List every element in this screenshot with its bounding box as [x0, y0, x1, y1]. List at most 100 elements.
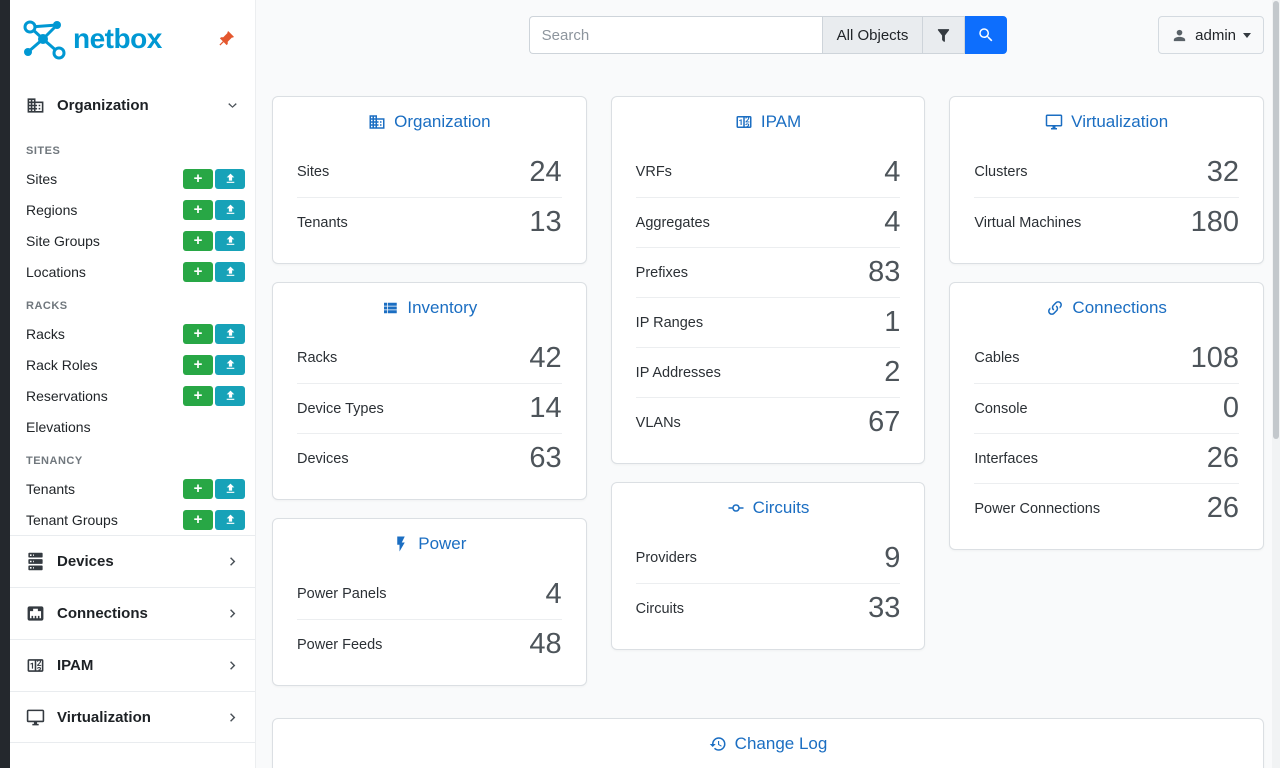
building-icon — [26, 96, 45, 115]
clusters-stat-link[interactable]: Clusters — [974, 164, 1028, 180]
add-button[interactable]: + — [183, 168, 213, 189]
import-button[interactable] — [215, 323, 245, 344]
building-icon — [369, 115, 385, 129]
import-button[interactable] — [215, 354, 245, 375]
stat-row: Tenants 13 — [297, 197, 562, 247]
card-connections-title[interactable]: Connections — [974, 283, 1239, 333]
power-connections-stat-link[interactable]: Power Connections — [974, 500, 1101, 517]
regions-link[interactable]: Regions — [26, 201, 78, 218]
sidebar-item-rack-roles: Rack Roles + — [10, 349, 255, 380]
cables-stat-link[interactable]: Cables — [974, 350, 1020, 366]
scrollbar-thumb[interactable] — [1273, 1, 1279, 439]
providers-stat-link[interactable]: Providers — [635, 550, 697, 566]
sidebar-section-ipam[interactable]: IPAM — [10, 639, 255, 691]
racks-stat-link[interactable]: Racks — [297, 350, 338, 366]
brand: netbox — [10, 0, 255, 78]
card-changelog-title[interactable]: Change Log — [297, 719, 1239, 768]
netbox-logo-icon — [23, 20, 66, 60]
sidebar-section-connections[interactable]: Connections — [10, 587, 255, 639]
sidebar-item-sites: Sites + — [10, 163, 255, 194]
virtual-machines-stat-link[interactable]: Virtual Machines — [974, 214, 1082, 231]
import-button[interactable] — [215, 199, 245, 220]
netbox-wordmark: netbox — [73, 23, 162, 54]
add-button[interactable]: + — [183, 478, 213, 499]
card-ipam: IPAM VRFs 4 Aggregates 4 Prefixes 83 — [610, 96, 926, 464]
sidebar-section-organization[interactable]: Organization — [10, 78, 255, 132]
section-label: Virtualization — [57, 708, 151, 726]
card-organization-title[interactable]: Organization — [297, 97, 562, 147]
circuits-stat-link[interactable]: Circuits — [635, 600, 685, 617]
stat-row: Power Panels 4 — [297, 569, 562, 619]
object-type-dropdown[interactable]: All Objects — [821, 16, 924, 54]
filter-button[interactable] — [923, 16, 966, 54]
user-menu-button[interactable]: admin — [1158, 16, 1264, 54]
sidebar-section-virtualization[interactable]: Virtualization — [10, 691, 255, 743]
sidebar-item-tenants: Tenants + — [10, 473, 255, 504]
add-button[interactable]: + — [183, 385, 213, 406]
group-heading: TENANCY — [26, 455, 83, 467]
search-input[interactable] — [528, 16, 822, 54]
rack-roles-link[interactable]: Rack Roles — [26, 356, 98, 373]
upload-icon — [226, 359, 234, 369]
stat-row: Power Feeds 48 — [297, 619, 562, 669]
upload-icon — [226, 514, 234, 524]
caret-down-icon — [1243, 32, 1251, 38]
prefixes-stat-link[interactable]: Prefixes — [635, 264, 689, 281]
vlans-stat-link[interactable]: VLANs — [635, 414, 681, 431]
card-ipam-title[interactable]: IPAM — [636, 97, 901, 147]
stat-value: 24 — [529, 155, 562, 188]
add-button[interactable]: + — [183, 323, 213, 344]
stat-row: Clusters 32 — [974, 147, 1239, 197]
pin-sidebar-button[interactable] — [216, 30, 235, 49]
card-inventory-title[interactable]: Inventory — [297, 283, 562, 333]
upload-icon — [226, 328, 234, 338]
console-stat-link[interactable]: Console — [974, 400, 1028, 417]
sites-link[interactable]: Sites — [26, 170, 58, 187]
card-virtualization-title[interactable]: Virtualization — [974, 97, 1239, 147]
import-button[interactable] — [215, 168, 245, 189]
tenant-groups-link[interactable]: Tenant Groups — [26, 511, 118, 528]
vrfs-stat-link[interactable]: VRFs — [635, 164, 672, 180]
add-button[interactable]: + — [183, 261, 213, 282]
power-panels-stat-link[interactable]: Power Panels — [297, 586, 387, 602]
aggregates-stat-link[interactable]: Aggregates — [635, 214, 710, 231]
tenants-link[interactable]: Tenants — [26, 480, 76, 497]
sidebar-section-devices[interactable]: Devices — [10, 535, 255, 587]
elevations-link[interactable]: Elevations — [26, 418, 91, 435]
power-feeds-stat-link[interactable]: Power Feeds — [297, 636, 383, 653]
ip-addresses-stat-link[interactable]: IP Addresses — [635, 364, 721, 381]
netbox-logo[interactable]: netbox — [16, 17, 162, 61]
scrollbar[interactable] — [1272, 0, 1280, 768]
stat-value: 63 — [529, 442, 562, 474]
import-button[interactable] — [215, 509, 245, 530]
sidebar-item-locations: Locations + — [10, 256, 255, 287]
import-button[interactable] — [215, 478, 245, 499]
racks-link[interactable]: Racks — [26, 325, 65, 342]
section-label: Organization — [57, 96, 149, 114]
stat-row: Power Connections 26 — [974, 483, 1240, 533]
import-button[interactable] — [215, 230, 245, 251]
card-circuits-title[interactable]: Circuits — [636, 483, 901, 533]
card-changelog: Change Log — [272, 718, 1264, 768]
locations-link[interactable]: Locations — [26, 263, 86, 280]
import-button[interactable] — [215, 261, 245, 282]
add-button[interactable]: + — [183, 230, 213, 251]
import-button[interactable] — [215, 385, 245, 406]
device-types-stat-link[interactable]: Device Types — [297, 400, 384, 417]
stat-value: 4 — [545, 577, 562, 610]
sites-stat-link[interactable]: Sites — [297, 164, 330, 180]
list-icon — [384, 302, 398, 314]
stat-value: 4 — [884, 155, 901, 188]
upload-icon — [226, 235, 234, 245]
add-button[interactable]: + — [183, 199, 213, 220]
ip-ranges-stat-link[interactable]: IP Ranges — [635, 314, 704, 331]
site-groups-link[interactable]: Site Groups — [26, 232, 100, 249]
card-power-title[interactable]: Power — [297, 519, 562, 569]
search-button[interactable] — [965, 16, 1008, 54]
add-button[interactable]: + — [183, 354, 213, 375]
tenants-stat-link[interactable]: Tenants — [297, 214, 348, 231]
reservations-link[interactable]: Reservations — [26, 387, 108, 404]
interfaces-stat-link[interactable]: Interfaces — [974, 450, 1039, 467]
add-button[interactable]: + — [183, 509, 213, 530]
devices-stat-link[interactable]: Devices — [297, 450, 349, 467]
